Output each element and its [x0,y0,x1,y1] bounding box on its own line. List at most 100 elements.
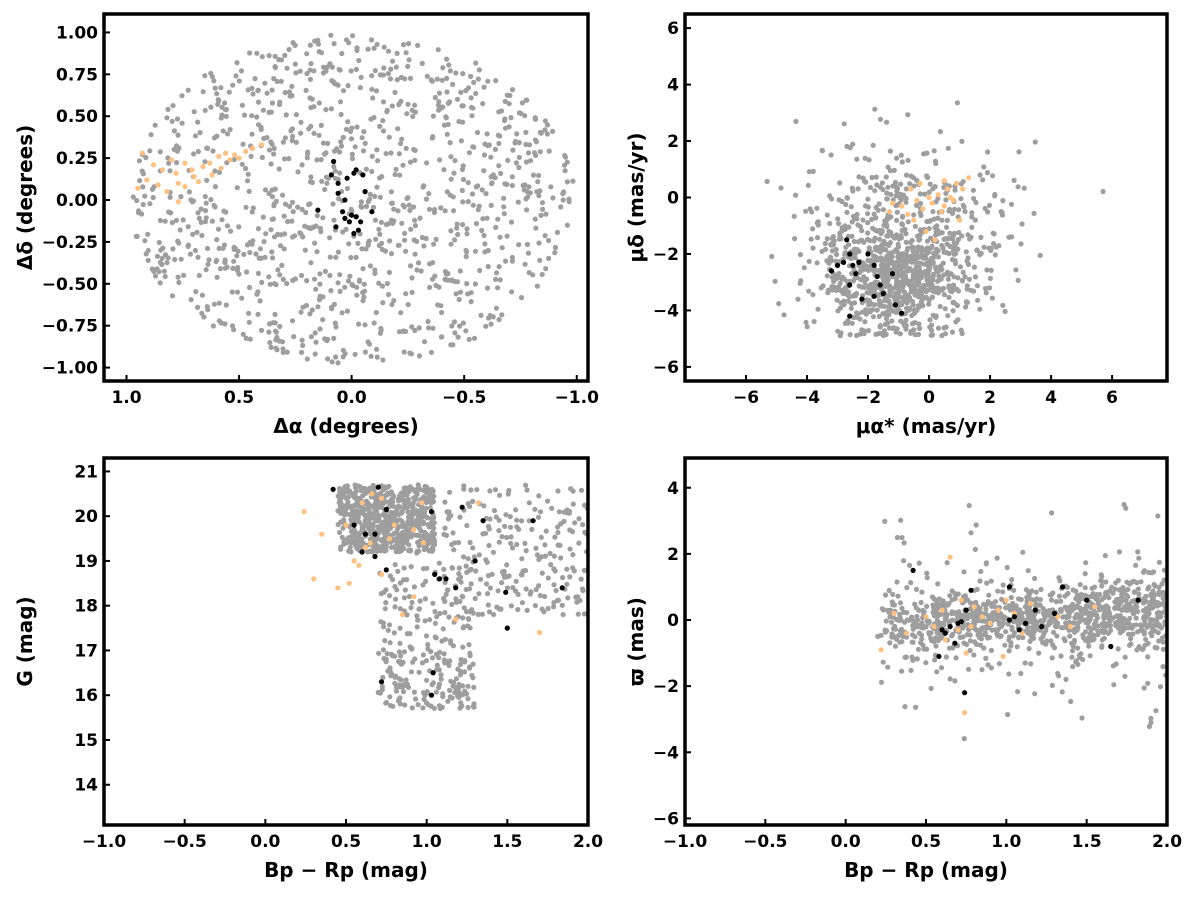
data-point [1063,613,1069,620]
data-point [1008,640,1014,646]
data-point [342,489,348,495]
data-point [392,562,398,568]
data-point [945,313,951,319]
data-point [1151,597,1157,603]
data-point [324,64,330,70]
data-point [992,252,998,258]
data-point [957,264,964,270]
data-point [408,533,414,539]
y-tick-label: 2 [667,545,679,565]
data-point [1077,582,1083,588]
data-point [947,676,953,682]
data-point [454,96,461,102]
data-point [499,580,505,586]
data-point [837,305,844,311]
data-point [361,129,367,135]
data-point [357,504,363,510]
data-point [849,320,855,326]
data-point [570,488,576,494]
data-point [834,251,840,258]
data-point [458,579,464,585]
data-point [412,157,418,163]
series-highlight_black [330,484,565,698]
data-point [391,206,397,212]
data-point [1149,624,1156,630]
data-point [420,705,426,711]
data-point [420,582,426,588]
data-point [894,277,900,283]
data-point [1134,629,1141,635]
data-point [880,659,886,665]
data-point [338,139,344,145]
data-point [994,555,1000,561]
data-point [447,68,453,74]
data-point [841,259,847,265]
data-point [457,598,463,605]
data-point [332,168,338,174]
data-point [167,194,173,200]
data-point [1006,584,1013,590]
data-point [359,500,365,506]
data-point [1079,715,1085,721]
data-point [886,325,893,331]
data-point [1049,510,1055,516]
data-point [394,50,400,57]
data-point [885,164,891,170]
y-tick-label: 19 [74,552,98,572]
data-point [246,310,252,316]
data-point [309,307,315,313]
data-point [243,165,249,172]
data-point [448,176,454,182]
data-point [286,156,292,162]
data-point [480,518,486,524]
data-point [433,689,439,695]
x-tick-label: −4 [794,388,820,408]
data-point [971,652,977,658]
data-point [476,67,482,73]
data-point [256,255,262,261]
data-point [1044,638,1050,644]
data-point [464,231,470,237]
data-point [299,337,305,343]
data-point [446,662,452,669]
data-point [152,122,158,128]
data-point [546,148,552,154]
series-highlight_orange [135,142,265,205]
data-point [403,248,409,254]
data-point [924,238,931,244]
data-point [325,356,331,362]
data-point [368,37,375,43]
data-point [415,617,421,623]
data-point [346,494,352,500]
data-point [504,625,510,631]
data-point [907,181,913,187]
data-point [311,576,317,582]
data-point [250,205,256,211]
data-point [533,545,539,551]
data-point [424,73,430,79]
data-point [1013,267,1019,273]
data-point [1007,606,1014,612]
data-point [891,602,898,608]
data-point [284,65,290,71]
data-point [446,614,452,620]
data-point [989,295,996,301]
data-point [407,509,413,516]
data-point [513,507,519,513]
data-point [461,605,467,611]
data-point [202,208,209,214]
data-point [348,136,355,142]
data-point [218,165,224,171]
data-point [312,351,318,357]
data-point [355,240,361,246]
data-point [1149,570,1155,576]
data-point [1000,653,1006,660]
data-point [426,206,433,212]
data-point [189,167,195,173]
data-point [521,187,527,193]
axes-frame [683,12,1169,383]
data-point [797,252,804,258]
data-point [441,531,447,538]
data-point [858,237,864,244]
data-point [378,619,384,625]
